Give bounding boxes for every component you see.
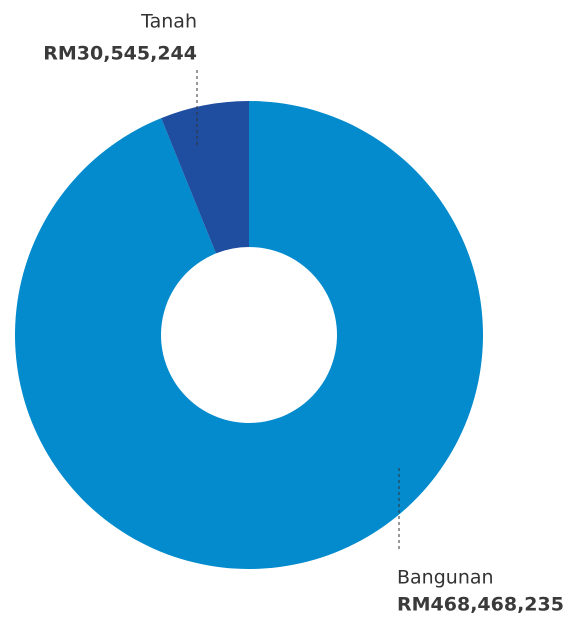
- slice-label: Bangunan: [397, 567, 494, 589]
- value-label: RM468,468,235: [397, 594, 564, 616]
- value-label: RM30,545,244: [43, 43, 197, 65]
- donut: [14, 101, 484, 569]
- slice-label: Tanah: [140, 11, 197, 33]
- donut-slice: [14, 101, 484, 569]
- donut-slice: [161, 101, 249, 254]
